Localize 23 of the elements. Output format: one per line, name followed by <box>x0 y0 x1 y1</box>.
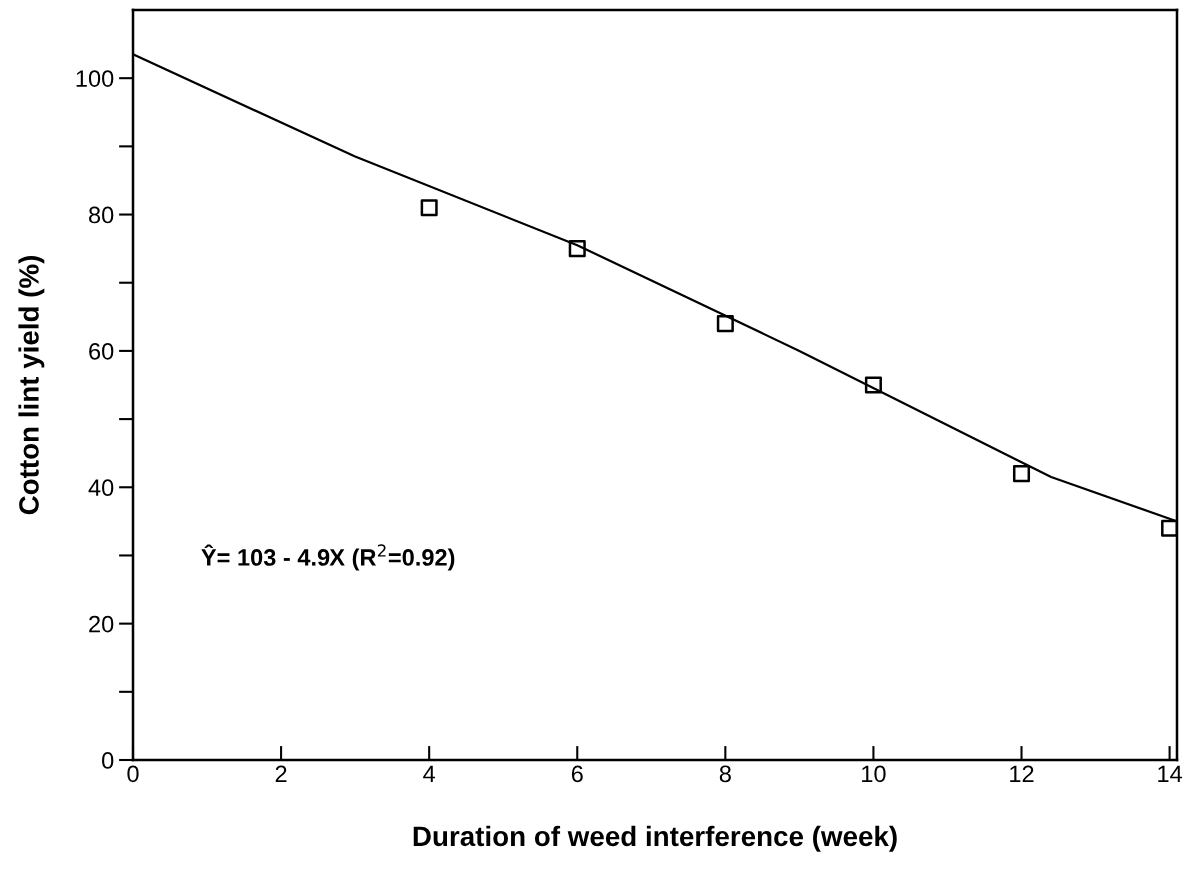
y-tick-label: 40 <box>88 479 114 497</box>
y-tick-label: 0 <box>102 752 114 769</box>
y-tick-label: 20 <box>89 615 114 633</box>
x-tick-label: 4 <box>423 765 436 782</box>
x-tick-label: 10 <box>862 765 886 783</box>
x-tick-label: 2 <box>275 765 287 782</box>
x-tick-label: 12 <box>1010 765 1034 782</box>
point <box>568 240 586 258</box>
x-tick-label: 8 <box>719 765 731 783</box>
y-tick-label: 80 <box>89 206 114 224</box>
annotation: Ŷ= 103 - 4.9X (R$^{2}$=0.92) <box>201 544 455 571</box>
x-tick-label: 0 <box>127 765 139 783</box>
point <box>420 199 438 217</box>
x-tick-label: 6 <box>571 765 583 783</box>
y-tick-label: 60 <box>89 342 114 360</box>
point <box>716 315 734 333</box>
point <box>1012 465 1031 483</box>
y-tick-label: 100 <box>76 70 114 87</box>
x-axis-title: Duration of weed interference (week) <box>413 825 897 852</box>
point <box>1161 519 1177 537</box>
y-axis-title: Cotton lint yield (%) <box>18 255 45 515</box>
x-tick-label: 14 <box>1158 765 1183 782</box>
point <box>864 376 882 394</box>
